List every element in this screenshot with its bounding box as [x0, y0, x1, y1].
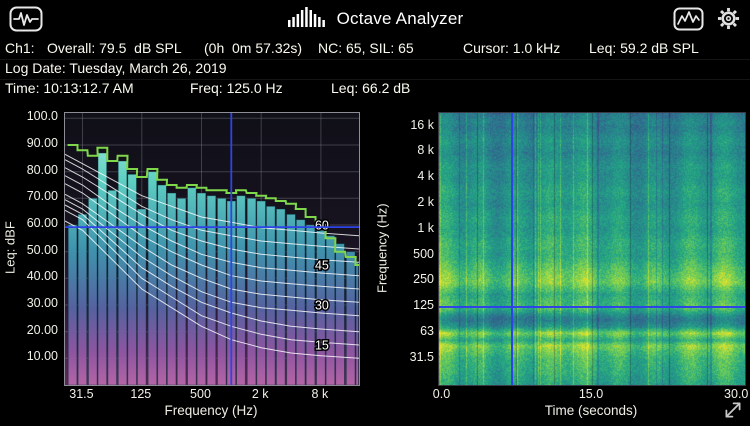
x-tick-label: 500 [190, 387, 211, 401]
nc-curve-label: 30 [315, 299, 329, 313]
y-tick-label: 20.00 [26, 322, 58, 337]
spectrogram-chart: Frequency (Hz) 16 k 8 k 4 k 2 k 1 k 500 250 125… [372, 102, 750, 420]
header: Octave Analyzer [0, 0, 750, 37]
y-tick-label: 500 [413, 246, 434, 261]
y-tick-label: 50.00 [26, 242, 58, 257]
chart-tool-icon[interactable] [673, 7, 704, 36]
nc-curve-label: 45 [315, 259, 329, 273]
settings-gear-icon[interactable] [717, 7, 740, 35]
spectrogram-cursor-vertical[interactable] [511, 113, 514, 385]
y-tick-label: 60.00 [26, 216, 58, 230]
status-bar-primary: Ch1: Overall: 79.5 dB SPL (0h 0m 57.32s)… [0, 39, 750, 60]
cursor-leq: Leq: 59.2 dB SPL [589, 40, 699, 56]
y-tick-label: 40.00 [26, 269, 58, 284]
y-tick-label: 8 k [417, 143, 434, 158]
y-tick-label: 1 k [417, 220, 434, 235]
app-title-group: Octave Analyzer [0, 0, 750, 37]
nc-sil-readout: NC: 65, SIL: 65 [318, 40, 414, 56]
y-tick-label: 70.00 [26, 189, 58, 204]
left-x-axis-title: Frequency (Hz) [164, 403, 258, 418]
status-bar-logdate: Log Date: Tuesday, March 26, 2019 [0, 59, 750, 80]
nc-curve-label: 60 [315, 219, 329, 233]
app-title: Octave Analyzer [336, 8, 464, 28]
cursor-level-readout: Leq: 66.2 dB [331, 80, 411, 96]
cursor-frequency: Cursor: 1.0 kHz [463, 40, 561, 56]
y-tick-label: 100.0 [26, 109, 58, 124]
octave-bars-icon [287, 6, 327, 32]
y-tick-label: 2 k [417, 194, 434, 209]
resize-handle-icon[interactable] [722, 399, 744, 421]
log-date: Log Date: Tuesday, March 26, 2019 [5, 60, 227, 76]
y-tick-label: 125 [413, 298, 434, 313]
elapsed-time: (0h 0m 57.32s) [204, 40, 303, 56]
nc-curve-label: 15 [315, 339, 329, 353]
x-tick-label: 31.5 [69, 387, 94, 401]
x-tick-label: 0.0 [432, 387, 451, 401]
y-tick-label: 16 k [410, 117, 434, 132]
cursor-freq-readout: Freq: 125.0 Hz [190, 80, 283, 96]
waveform-generator-icon[interactable] [9, 6, 43, 37]
y-tick-label: 31.5 [409, 349, 434, 364]
y-tick-label: 80.00 [26, 162, 58, 177]
x-tick-label: 30.0 [724, 387, 749, 401]
y-tick-label: 63 [420, 323, 434, 338]
max-hold-trace [67, 144, 359, 266]
cursor-time-readout: Time: 10:13:12.7 AM [5, 80, 134, 96]
spectrogram-plot[interactable] [438, 112, 746, 386]
y-tick-label: 4 k [417, 169, 434, 184]
y-tick-label: 90.00 [26, 136, 58, 150]
right-y-axis-title: Frequency (Hz) [374, 203, 390, 293]
x-tick-label: 125 [130, 387, 152, 401]
channel-label: Ch1: [5, 40, 35, 56]
nc-curves [65, 153, 359, 359]
spectrogram-canvas[interactable] [439, 113, 745, 385]
right-x-axis-title: Time (seconds) [544, 403, 638, 418]
y-tick-label: 10.00 [26, 349, 58, 364]
overall-level: Overall: 79.5 dB SPL [47, 40, 182, 56]
y-tick-label: 250 [413, 272, 434, 287]
spectrogram-cursor-horizontal[interactable] [439, 306, 745, 309]
x-tick-label: 15.0 [578, 387, 604, 401]
y-tick-label: 30.00 [26, 296, 58, 310]
x-tick-label: 2 k [251, 387, 269, 401]
octave-spectrum-chart: Leq: dBF 100.0 90.00 80.00 70.00 60.00 50.00 4… [2, 102, 368, 420]
octave-spectrum-plot[interactable]: 60 45 30 15 [64, 112, 360, 386]
status-bar-cursor-readout: Time: 10:13:12.7 AM Freq: 125.0 Hz Leq: … [0, 79, 750, 99]
x-tick-label: 8 k [311, 387, 329, 401]
